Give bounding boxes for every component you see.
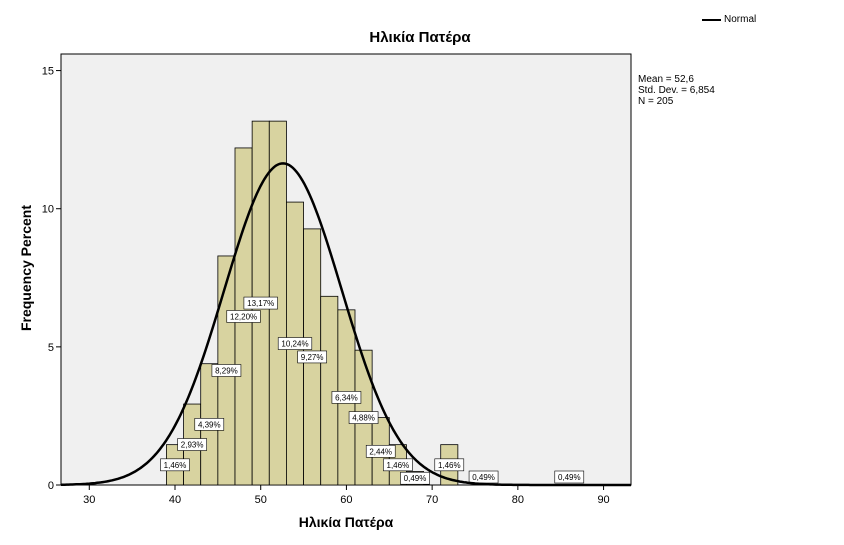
y-axis-label: Frequency Percent (18, 205, 34, 331)
x-axis-label: Ηλικία Πατέρα (299, 514, 394, 530)
normal-curve (61, 162, 631, 487)
bar-data-label: 8,29% (211, 364, 242, 377)
normal-line-swatch (702, 18, 721, 21)
data-label-text: 2,44% (369, 447, 392, 456)
data-label-box (194, 418, 225, 431)
chart-title: Ηλικία Πατέρα (369, 29, 471, 46)
data-label-box (226, 310, 261, 323)
x-tick-label: 80 (512, 494, 524, 506)
x-tick-label: 70 (426, 494, 438, 506)
data-label-text: 4,39% (198, 420, 221, 429)
x-tick-label: 40 (169, 494, 181, 506)
data-label-box (211, 364, 242, 377)
y-tick-label: 15 (42, 66, 54, 78)
data-label-text: 13,17% (247, 299, 274, 308)
x-tick-label: 60 (340, 494, 352, 506)
data-label-text: 8,29% (215, 366, 238, 375)
data-label-box (331, 391, 362, 404)
y-tick-label: 0 (48, 480, 54, 492)
bar-data-label: 13,17% (243, 296, 278, 310)
data-label-text: 9,27% (301, 353, 324, 362)
bar-data-label: 9,27% (297, 350, 327, 364)
stat-std-dev: Std. Dev. = 6,854 (638, 85, 715, 96)
bar-data-label: 2,44% (365, 444, 396, 458)
bar-data-label: 2,93% (177, 438, 207, 451)
data-label-box (365, 444, 396, 458)
bar-data-label: 1,46% (434, 458, 465, 472)
data-label-text: 1,46% (438, 461, 461, 470)
data-label-box (177, 438, 207, 451)
bar-data-label: 4,88% (348, 411, 379, 424)
data-label-box (348, 411, 379, 424)
stat-n: N = 205 (638, 96, 674, 107)
x-tick-label: 90 (597, 494, 609, 506)
data-label-text: 1,46% (164, 461, 187, 470)
bar-data-label: 10,24% (277, 337, 313, 350)
y-tick-label: 10 (42, 204, 54, 216)
data-label-box (554, 470, 585, 484)
x-tick-label: 30 (83, 494, 95, 506)
bar-data-label: 0,49% (554, 470, 585, 484)
data-label-text: 2,93% (181, 441, 204, 450)
y-tick-label: 5 (48, 342, 54, 354)
legend: Normal (702, 14, 756, 25)
bar-data-label: 4,39% (194, 418, 225, 431)
stats-box: Mean = 52,6 Std. Dev. = 6,854 N = 205 (638, 74, 715, 107)
stat-mean: Mean = 52,6 (638, 74, 694, 85)
data-label-box (383, 458, 413, 472)
data-label-text: 1,46% (387, 461, 410, 470)
data-label-box (160, 458, 190, 472)
data-label-box (400, 471, 430, 485)
bar-data-label: 1,46% (160, 458, 190, 472)
data-label-box (243, 296, 278, 310)
x-tick-label: 50 (255, 494, 267, 506)
data-label-box (434, 458, 465, 472)
bar-data-label: 1,46% (383, 458, 413, 472)
legend-label-normal: Normal (724, 14, 757, 25)
data-label-text: 6,34% (335, 393, 358, 402)
data-label-text: 0,49% (404, 474, 427, 483)
data-label-text: 4,88% (352, 414, 375, 423)
bar-data-label: 0,49% (468, 470, 499, 484)
bar-data-label: 12,20% (226, 310, 261, 323)
data-label-box (297, 350, 327, 364)
data-label-text: 12,20% (230, 312, 257, 321)
data-label-text: 10,24% (281, 340, 308, 349)
data-label-box (277, 337, 313, 350)
data-label-text: 0,49% (558, 473, 581, 482)
bar-data-label: 6,34% (331, 391, 362, 404)
data-label-text: 0,49% (472, 473, 495, 482)
histogram-bar (320, 295, 339, 486)
bar-data-label: 0,49% (400, 471, 430, 485)
